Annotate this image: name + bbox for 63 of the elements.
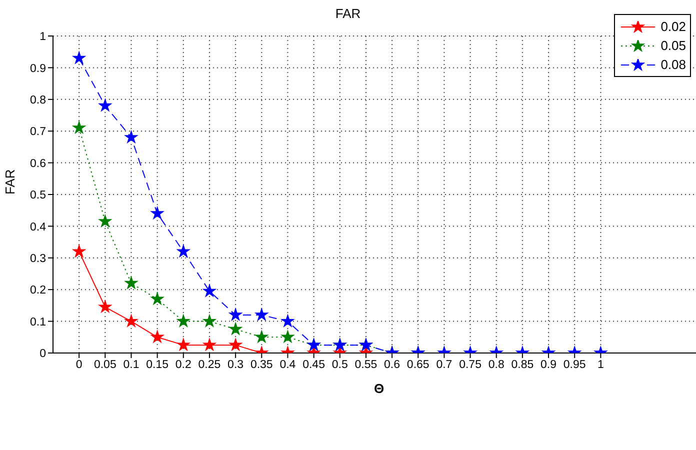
x-tick-label: 0.75 <box>459 359 482 372</box>
x-tick-label: 0.5 <box>332 359 348 372</box>
point <box>177 314 190 327</box>
x-tick-label: 0.3 <box>228 359 244 372</box>
x-tick-label: 0.55 <box>354 359 378 372</box>
point <box>72 245 86 257</box>
point <box>282 330 294 342</box>
point <box>177 338 190 350</box>
point <box>151 292 164 304</box>
y-tick-label: 0.5 <box>30 190 46 202</box>
point <box>282 314 294 327</box>
x-tick-label: 0.15 <box>146 359 169 372</box>
y-tick-label: 0.8 <box>30 94 46 106</box>
point <box>203 338 216 350</box>
chart-title: FAR <box>335 6 361 21</box>
y-tick-label: 0 <box>40 348 46 360</box>
y-tick-label: 0.1 <box>30 316 46 328</box>
point <box>151 330 164 342</box>
point <box>203 314 216 327</box>
x-axis-title: Θ <box>374 381 384 396</box>
y-tick-label: 0.3 <box>30 252 46 265</box>
x-tick-label: 0 <box>76 359 82 372</box>
point <box>255 330 268 342</box>
point <box>125 276 138 289</box>
y-axis-title: FAR <box>2 169 18 194</box>
point <box>203 284 216 297</box>
y-tick-label: 0.6 <box>30 158 46 170</box>
x-tick-label: 0.8 <box>488 359 504 372</box>
x-tick-label: 0.9 <box>540 359 557 372</box>
x-tick-label: 1 <box>597 359 604 372</box>
legend-label: 0.05 <box>660 38 686 53</box>
point <box>98 214 112 227</box>
x-tick-label: 0.65 <box>406 359 430 372</box>
legend-label: 0.08 <box>660 57 686 72</box>
point <box>98 99 112 112</box>
y-tick-label: 0.7 <box>30 126 46 138</box>
point <box>255 308 268 320</box>
x-tick-label: 0.25 <box>198 359 221 372</box>
point <box>229 322 242 335</box>
x-tick-label: 0.4 <box>280 359 296 372</box>
point <box>229 338 242 350</box>
y-tick-label: 0.2 <box>30 284 46 297</box>
point <box>125 314 138 327</box>
x-tick-label: 0.1 <box>123 359 140 372</box>
point <box>98 300 112 312</box>
x-tick-label: 0.2 <box>175 359 192 372</box>
x-tick-label: 0.85 <box>511 359 534 372</box>
x-tick-label: 0.45 <box>302 359 325 372</box>
point <box>72 121 86 134</box>
point <box>125 130 138 143</box>
x-tick-label: 0.35 <box>250 359 273 372</box>
x-tick-label: 0.7 <box>436 359 452 372</box>
x-tick-label: 0.95 <box>563 359 586 372</box>
point <box>72 52 86 64</box>
x-tick-label: 0.05 <box>94 359 116 372</box>
y-tick-label: 0.9 <box>30 62 46 75</box>
y-tick-label: 1 <box>40 31 46 44</box>
point <box>229 308 242 320</box>
legend-label: 0.02 <box>660 19 686 34</box>
point <box>151 207 164 219</box>
point <box>177 245 190 257</box>
x-tick-label: 0.6 <box>384 359 400 372</box>
y-tick-label: 0.4 <box>30 221 47 234</box>
